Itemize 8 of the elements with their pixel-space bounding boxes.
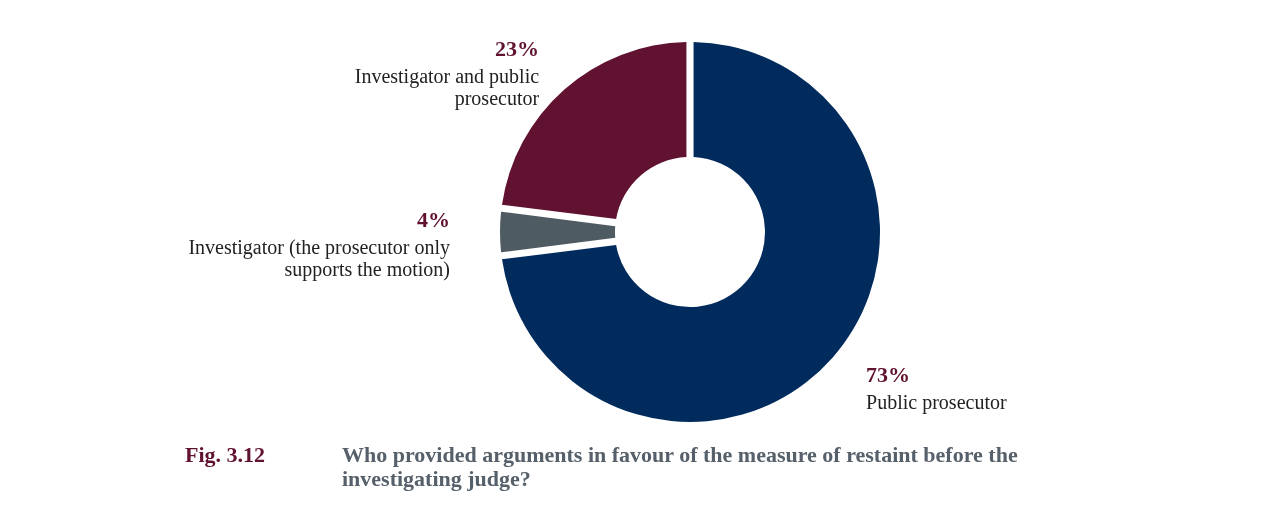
caption: Fig. 3.12 (185, 442, 266, 467)
data-label: 23% (495, 35, 540, 61)
slice-label: Public prosecutor (866, 391, 1007, 415)
slice-label: Investigator and public prosecutor (354, 64, 540, 110)
data-label: 4% (417, 207, 450, 232)
data-label: 73% (866, 362, 911, 388)
text: Who provided arguments in favour of the measure of restaint before the investigating judge? (342, 442, 1018, 491)
slice-label: Investigator (the prosecutor only supports the motion) (188, 236, 450, 281)
